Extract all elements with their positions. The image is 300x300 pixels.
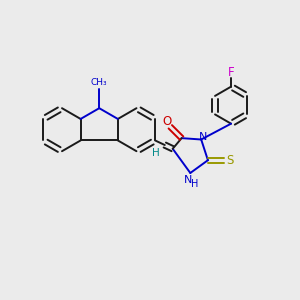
Text: O: O [162,115,171,128]
Text: H: H [152,148,160,158]
Text: CH₃: CH₃ [91,78,107,87]
Text: N: N [199,132,207,142]
Text: H: H [190,179,198,189]
Text: N: N [184,176,192,185]
Text: S: S [226,154,233,167]
Text: F: F [228,66,234,80]
